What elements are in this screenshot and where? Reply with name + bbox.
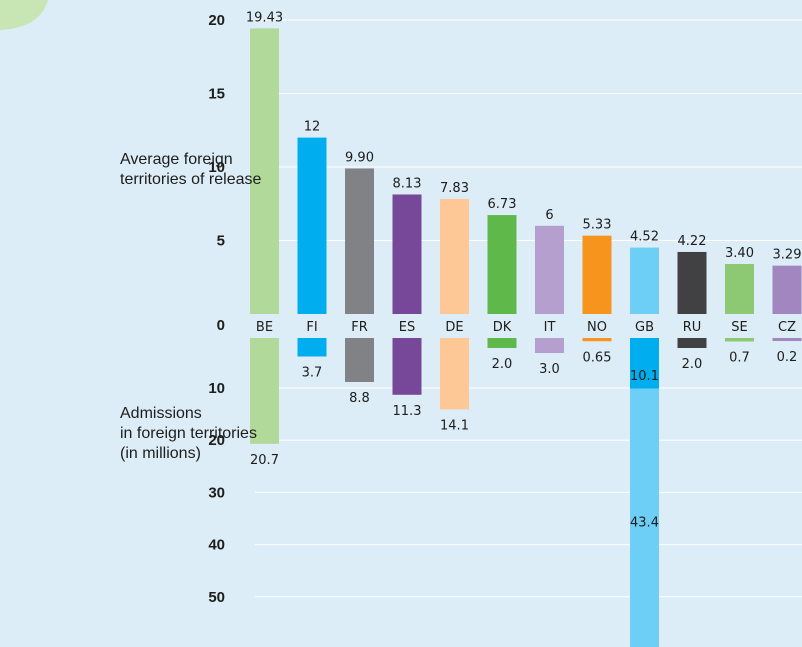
- bar-bottom-es: [392, 338, 422, 395]
- bar-top-ru: [677, 251, 707, 314]
- top-bars: [250, 28, 802, 315]
- tick-label-top: 15: [208, 86, 225, 103]
- category-label-es: ES: [399, 320, 415, 335]
- bar-bottom-cz: [772, 338, 802, 341]
- value-label-bottom-be: 20.7: [250, 453, 279, 468]
- value-label-top-fi: 12: [304, 120, 321, 135]
- bar-labels: 19.43 BE 20.7 12 FI 3.7 9.90 FR 8.8 8.13 ES 11.3 7.8…: [246, 10, 802, 530]
- top-axis-label-line2: territories of release: [120, 171, 262, 188]
- tick-label-bottom: 20: [208, 432, 225, 449]
- bar-bottom-fi: [297, 338, 327, 357]
- bar-top-fi: [297, 137, 327, 314]
- value-label-top-be: 19.43: [246, 10, 283, 25]
- value-label-bottom-ru: 2.0: [682, 357, 703, 372]
- category-label-dk: DK: [493, 320, 512, 335]
- value-label-bottom-de: 14.1: [440, 418, 469, 433]
- bar-top-fr: [345, 168, 374, 314]
- bottom-axis-label-line2: in foreign territories: [120, 425, 257, 442]
- category-label-fr: FR: [351, 320, 368, 335]
- bar-top-gb: [630, 247, 659, 314]
- value-label-top-cz: 3.29: [773, 248, 802, 263]
- bar-bottom-it: [535, 338, 564, 353]
- bottom-axis-label-line3: (in millions): [120, 445, 201, 462]
- tick-label-bottom: 40: [208, 537, 225, 554]
- tick-label-top: 20: [208, 12, 225, 29]
- bar-bottom-no: [582, 338, 612, 342]
- value-label-bottom-fi: 3.7: [302, 366, 323, 381]
- bar-bottom-fr: [345, 338, 374, 382]
- top-axis-label: Average foreign territories of release: [120, 150, 261, 190]
- bar-top-es: [392, 194, 422, 314]
- tick-label-bottom: 50: [208, 589, 225, 606]
- category-label-be: BE: [256, 320, 273, 335]
- bar-bottom-gb-segment-2: [630, 388, 659, 647]
- value-label-bottom-cz: 0.2: [777, 350, 798, 365]
- top-axis-label-line1: Average foreign: [120, 151, 233, 168]
- bar-top-de: [440, 198, 469, 314]
- value-label-top-de: 7.83: [440, 181, 469, 196]
- value-label-bottom-dk: 2.0: [492, 357, 513, 372]
- value-label-top-se: 3.40: [725, 246, 754, 261]
- bar-top-no: [582, 235, 612, 314]
- value-label-top-dk: 6.73: [488, 197, 517, 212]
- bar-bottom-dk: [487, 338, 517, 348]
- bar-bottom-ru: [677, 338, 707, 348]
- value-label-bottom-fr: 8.8: [349, 391, 370, 406]
- value-label-top-es: 8.13: [393, 176, 422, 191]
- category-label-fi: FI: [306, 320, 317, 335]
- category-label-cz: CZ: [778, 320, 796, 335]
- tick-label-top: 0: [217, 317, 225, 334]
- value-label-bottom-se: 0.7: [729, 351, 750, 366]
- category-label-gb: GB: [635, 320, 654, 335]
- bar-bottom-gb-segment-1: [630, 338, 659, 389]
- bar-bottom-be: [250, 338, 279, 444]
- value-label-bottom-no: 0.65: [583, 350, 612, 365]
- bottom-bars: [250, 338, 802, 647]
- value-label-top-no: 5.33: [583, 218, 612, 233]
- value-label-top-ru: 4.22: [678, 234, 707, 249]
- gridlines: [0, 0, 802, 598]
- tick-label-top: 10: [208, 159, 225, 176]
- bottom-axis-label-line1: Admissions: [120, 405, 202, 422]
- bar-bottom-se: [725, 338, 754, 342]
- category-label-de: DE: [445, 320, 463, 335]
- bar-top-se: [725, 264, 754, 314]
- bottom-axis-label: Admissions in foreign territories (in mi…: [120, 404, 257, 464]
- value-label-bottom-gb-1: 10.1: [630, 369, 659, 384]
- tick-label-top: 5: [217, 233, 225, 250]
- value-label-top-gb: 4.52: [630, 230, 659, 245]
- bar-top-it: [535, 225, 564, 314]
- tick-label-bottom: 30: [208, 484, 225, 501]
- bar-top-be: [250, 28, 279, 315]
- value-label-bottom-es: 11.3: [393, 404, 422, 419]
- category-label-no: NO: [587, 320, 607, 335]
- bar-top-dk: [487, 215, 517, 314]
- value-label-bottom-it: 3.0: [539, 362, 560, 377]
- value-label-top-it: 6: [545, 208, 553, 223]
- category-label-se: SE: [731, 320, 747, 335]
- bar-bottom-de: [440, 338, 469, 410]
- value-label-bottom-gb-2: 43.4: [630, 515, 659, 530]
- category-label-it: IT: [544, 320, 556, 335]
- category-label-ru: RU: [683, 320, 702, 335]
- tick-label-bottom: 10: [208, 380, 225, 397]
- decorative-circle: [0, 0, 48, 30]
- bar-top-cz: [772, 265, 802, 314]
- value-label-top-fr: 9.90: [345, 150, 374, 165]
